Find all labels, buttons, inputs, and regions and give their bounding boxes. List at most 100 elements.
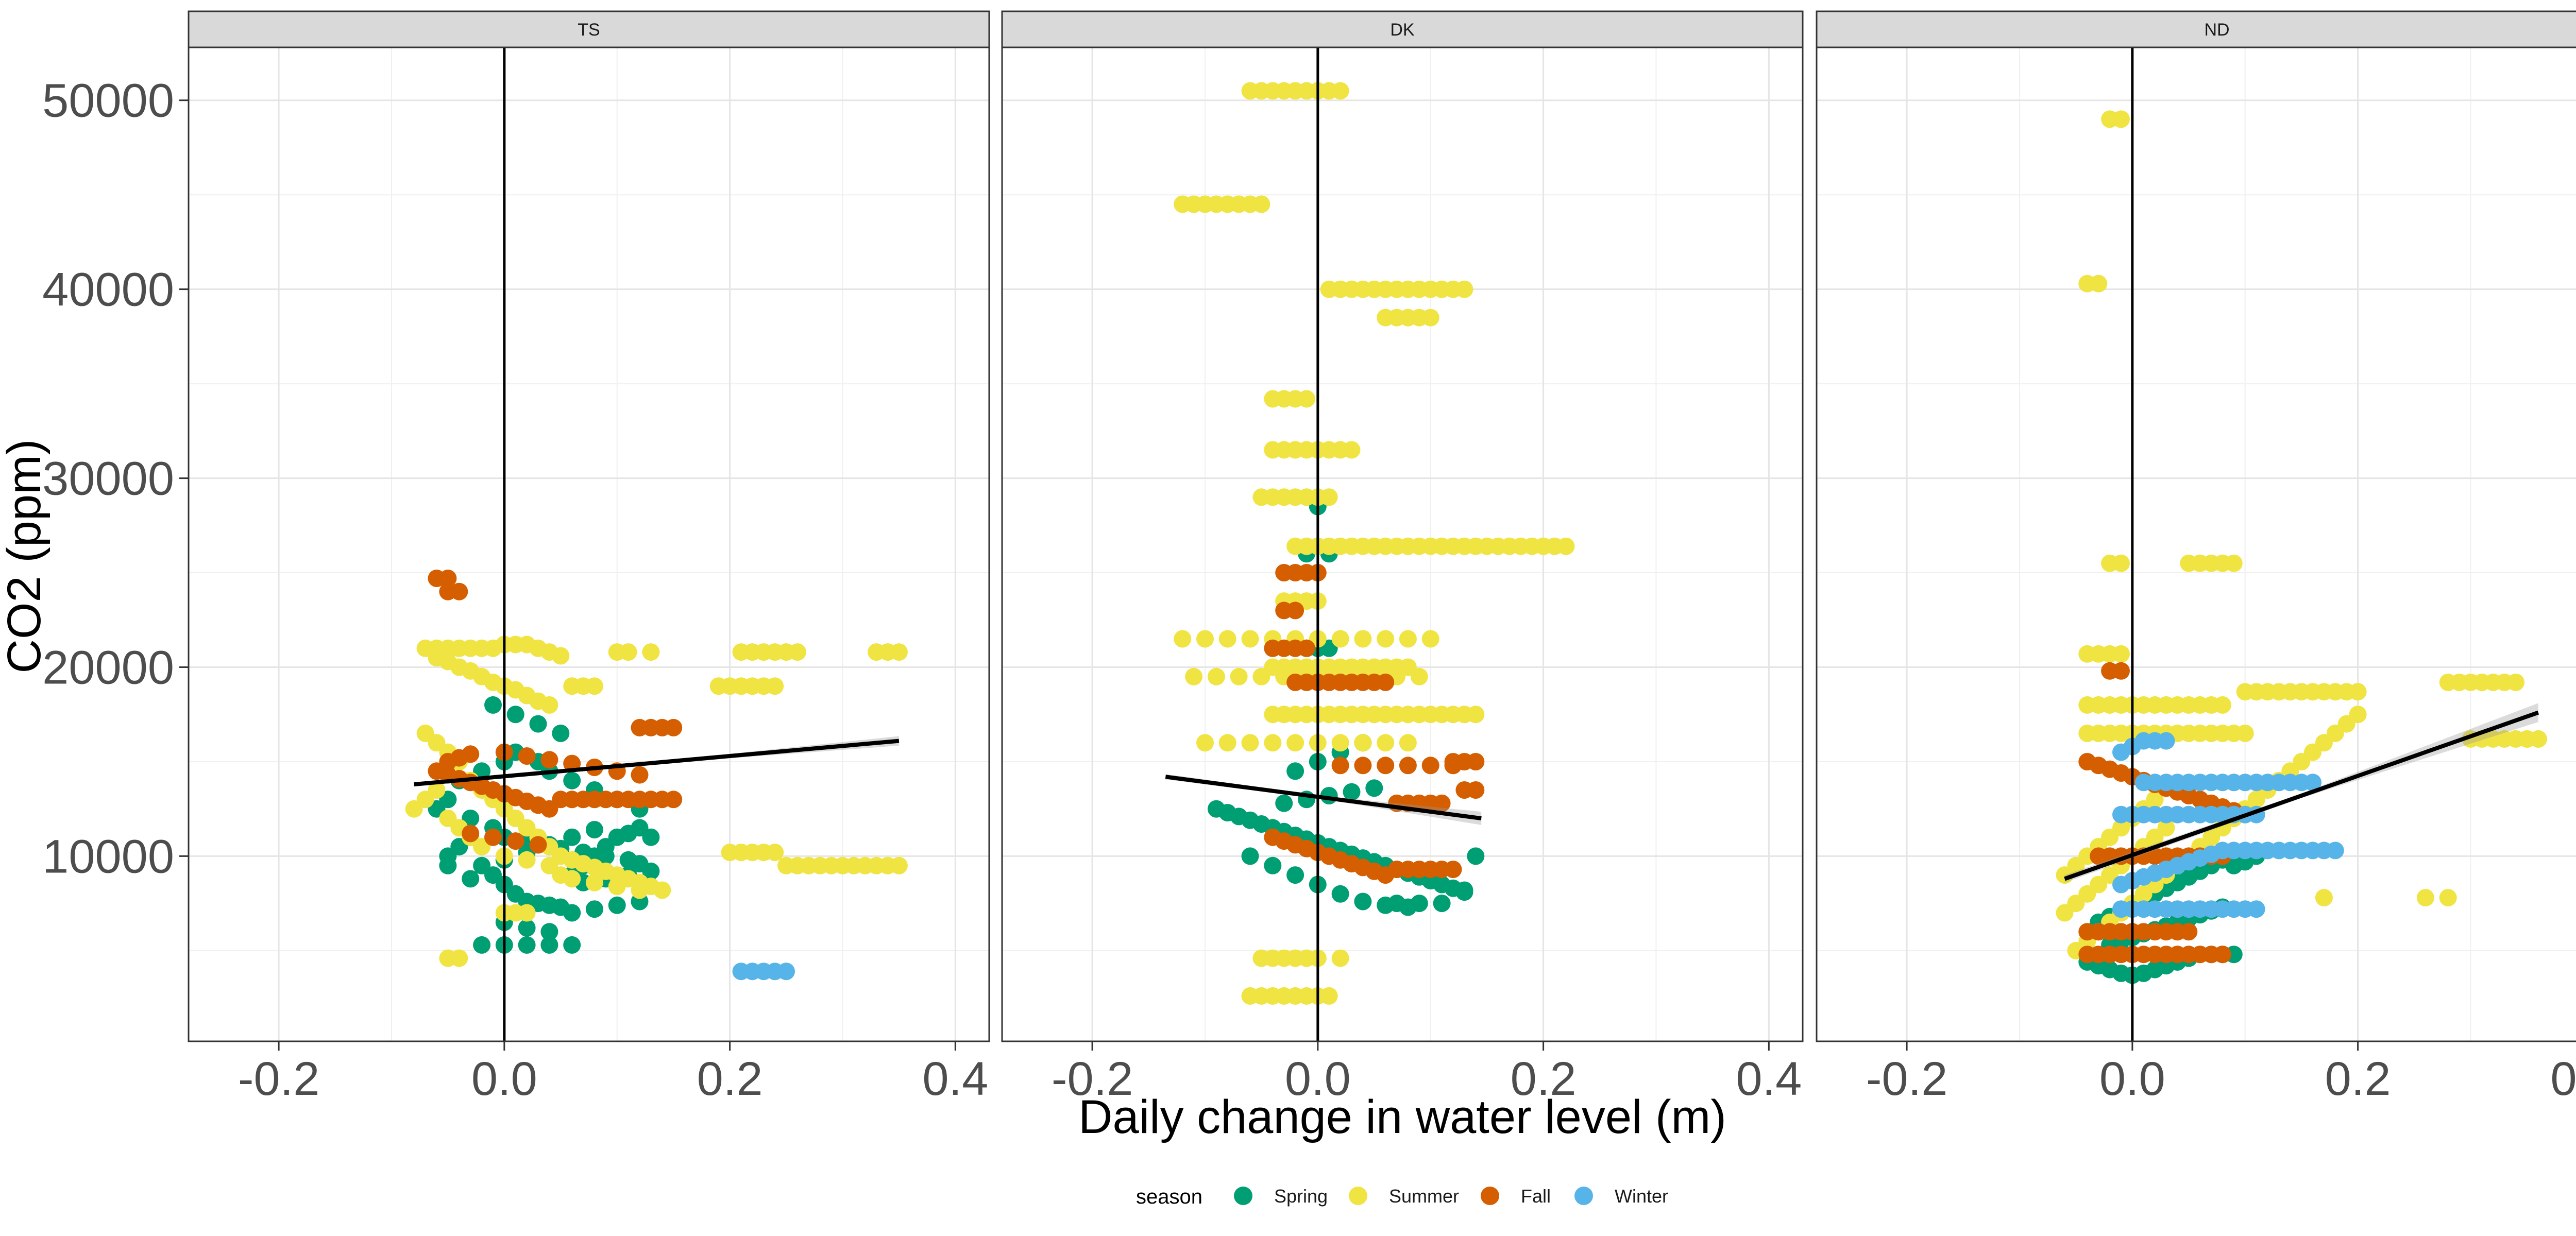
x-tick-label: 0.0 <box>2099 1053 2165 1105</box>
point-summer <box>1455 280 1473 298</box>
point-spring <box>462 870 480 888</box>
point-summer <box>631 881 649 899</box>
point-summer <box>1377 630 1395 648</box>
point-summer <box>2146 791 2164 809</box>
legend-entry-spring: Spring <box>1234 1186 1328 1207</box>
point-summer <box>1241 734 1259 752</box>
point-winter <box>2304 774 2321 792</box>
point-summer <box>1421 630 1439 648</box>
point-summer <box>2529 730 2547 748</box>
point-summer <box>518 904 536 922</box>
point-summer <box>1286 734 1304 752</box>
point-summer <box>2315 889 2333 907</box>
point-summer <box>1354 630 1372 648</box>
point-summer <box>1343 441 1361 459</box>
point-fall <box>1444 861 1462 879</box>
point-winter <box>2247 900 2265 918</box>
x-tick-label: -0.2 <box>238 1053 320 1105</box>
point-spring <box>540 923 558 941</box>
point-winter <box>2157 732 2175 750</box>
point-fall <box>506 832 524 850</box>
facet-strip <box>188 10 990 48</box>
point-spring <box>506 706 524 724</box>
point-summer <box>2349 706 2367 724</box>
point-summer <box>1196 734 1214 752</box>
y-axis-title: CO2 (ppm) <box>0 439 50 674</box>
point-fall <box>2112 662 2130 680</box>
point-summer <box>1252 667 1270 685</box>
point-summer <box>766 677 784 695</box>
point-fall <box>1354 757 1372 775</box>
legend-key-summer <box>1349 1187 1367 1205</box>
point-spring <box>540 936 558 954</box>
point-summer <box>642 643 660 661</box>
point-summer <box>585 873 603 891</box>
point-fall <box>1331 757 1349 775</box>
point-summer <box>1331 734 1349 752</box>
point-summer <box>1354 734 1372 752</box>
point-spring <box>1433 895 1451 913</box>
x-tick-label: -0.2 <box>1866 1053 1948 1105</box>
facet-strip-label: DK <box>1390 20 1415 40</box>
facet-strip-label: TS <box>578 20 600 40</box>
point-summer <box>2213 696 2231 714</box>
legend-label: Fall <box>1521 1186 1551 1207</box>
legend-key-spring <box>1234 1187 1252 1205</box>
y-tick-label: 50000 <box>42 75 174 127</box>
point-summer <box>2349 683 2367 701</box>
point-spring <box>1354 892 1372 911</box>
panels-group: TS -0.2 0.0 0.2 0.4 10000 20000 30000 40000 50000… <box>42 10 2576 1105</box>
panel-dk: DK -0.2 0.0 0.2 0.4 <box>1001 10 1804 1105</box>
point-summer <box>1230 667 1248 685</box>
point-summer <box>1218 734 1236 752</box>
point-fall <box>1433 794 1451 812</box>
point-spring <box>1365 779 1383 797</box>
point-summer <box>563 870 581 888</box>
point-spring <box>642 828 660 846</box>
legend-key-winter <box>1574 1187 1593 1205</box>
point-summer <box>1196 630 1214 648</box>
x-tick-label: 0.2 <box>1511 1053 1577 1105</box>
point-summer <box>450 949 468 967</box>
point-fall <box>1298 639 1315 657</box>
point-fall <box>484 828 502 846</box>
facet-strip <box>1816 10 2576 48</box>
point-fall <box>1467 781 1485 799</box>
panel-background <box>1817 47 2576 1041</box>
points-group <box>1174 82 1575 1005</box>
point-spring <box>1286 866 1304 884</box>
point-spring <box>473 936 491 954</box>
point-spring <box>1467 847 1485 865</box>
point-summer <box>619 643 637 661</box>
point-fall <box>462 745 480 763</box>
point-summer <box>1331 82 1349 100</box>
y-tick-label: 20000 <box>42 641 174 694</box>
point-spring <box>529 715 547 733</box>
point-summer <box>1298 390 1315 408</box>
point-summer <box>1331 630 1349 648</box>
point-fall <box>450 582 468 600</box>
point-spring <box>1343 783 1361 801</box>
point-summer <box>890 643 908 661</box>
point-spring <box>563 936 581 954</box>
point-spring <box>597 847 615 865</box>
point-fall <box>631 766 649 784</box>
facet-strip-label: ND <box>2204 20 2229 40</box>
y-tick-label: 10000 <box>42 830 174 883</box>
legend-entry-fall: Fall <box>1481 1186 1551 1207</box>
panel-background <box>189 47 989 1041</box>
point-summer <box>1218 630 1236 648</box>
point-fall <box>2213 946 2231 964</box>
point-fall <box>529 836 547 854</box>
point-winter <box>777 963 795 981</box>
x-axis-title: Daily change in water level (m) <box>1078 1091 1726 1143</box>
point-summer <box>2157 819 2175 837</box>
x-tick-label: 0.0 <box>471 1053 537 1105</box>
point-summer <box>552 647 570 665</box>
point-summer <box>585 677 603 695</box>
point-summer <box>1399 630 1417 648</box>
y-tick-label: 40000 <box>42 264 174 316</box>
point-spring <box>518 936 536 954</box>
legend-title: season <box>1136 1186 1202 1208</box>
